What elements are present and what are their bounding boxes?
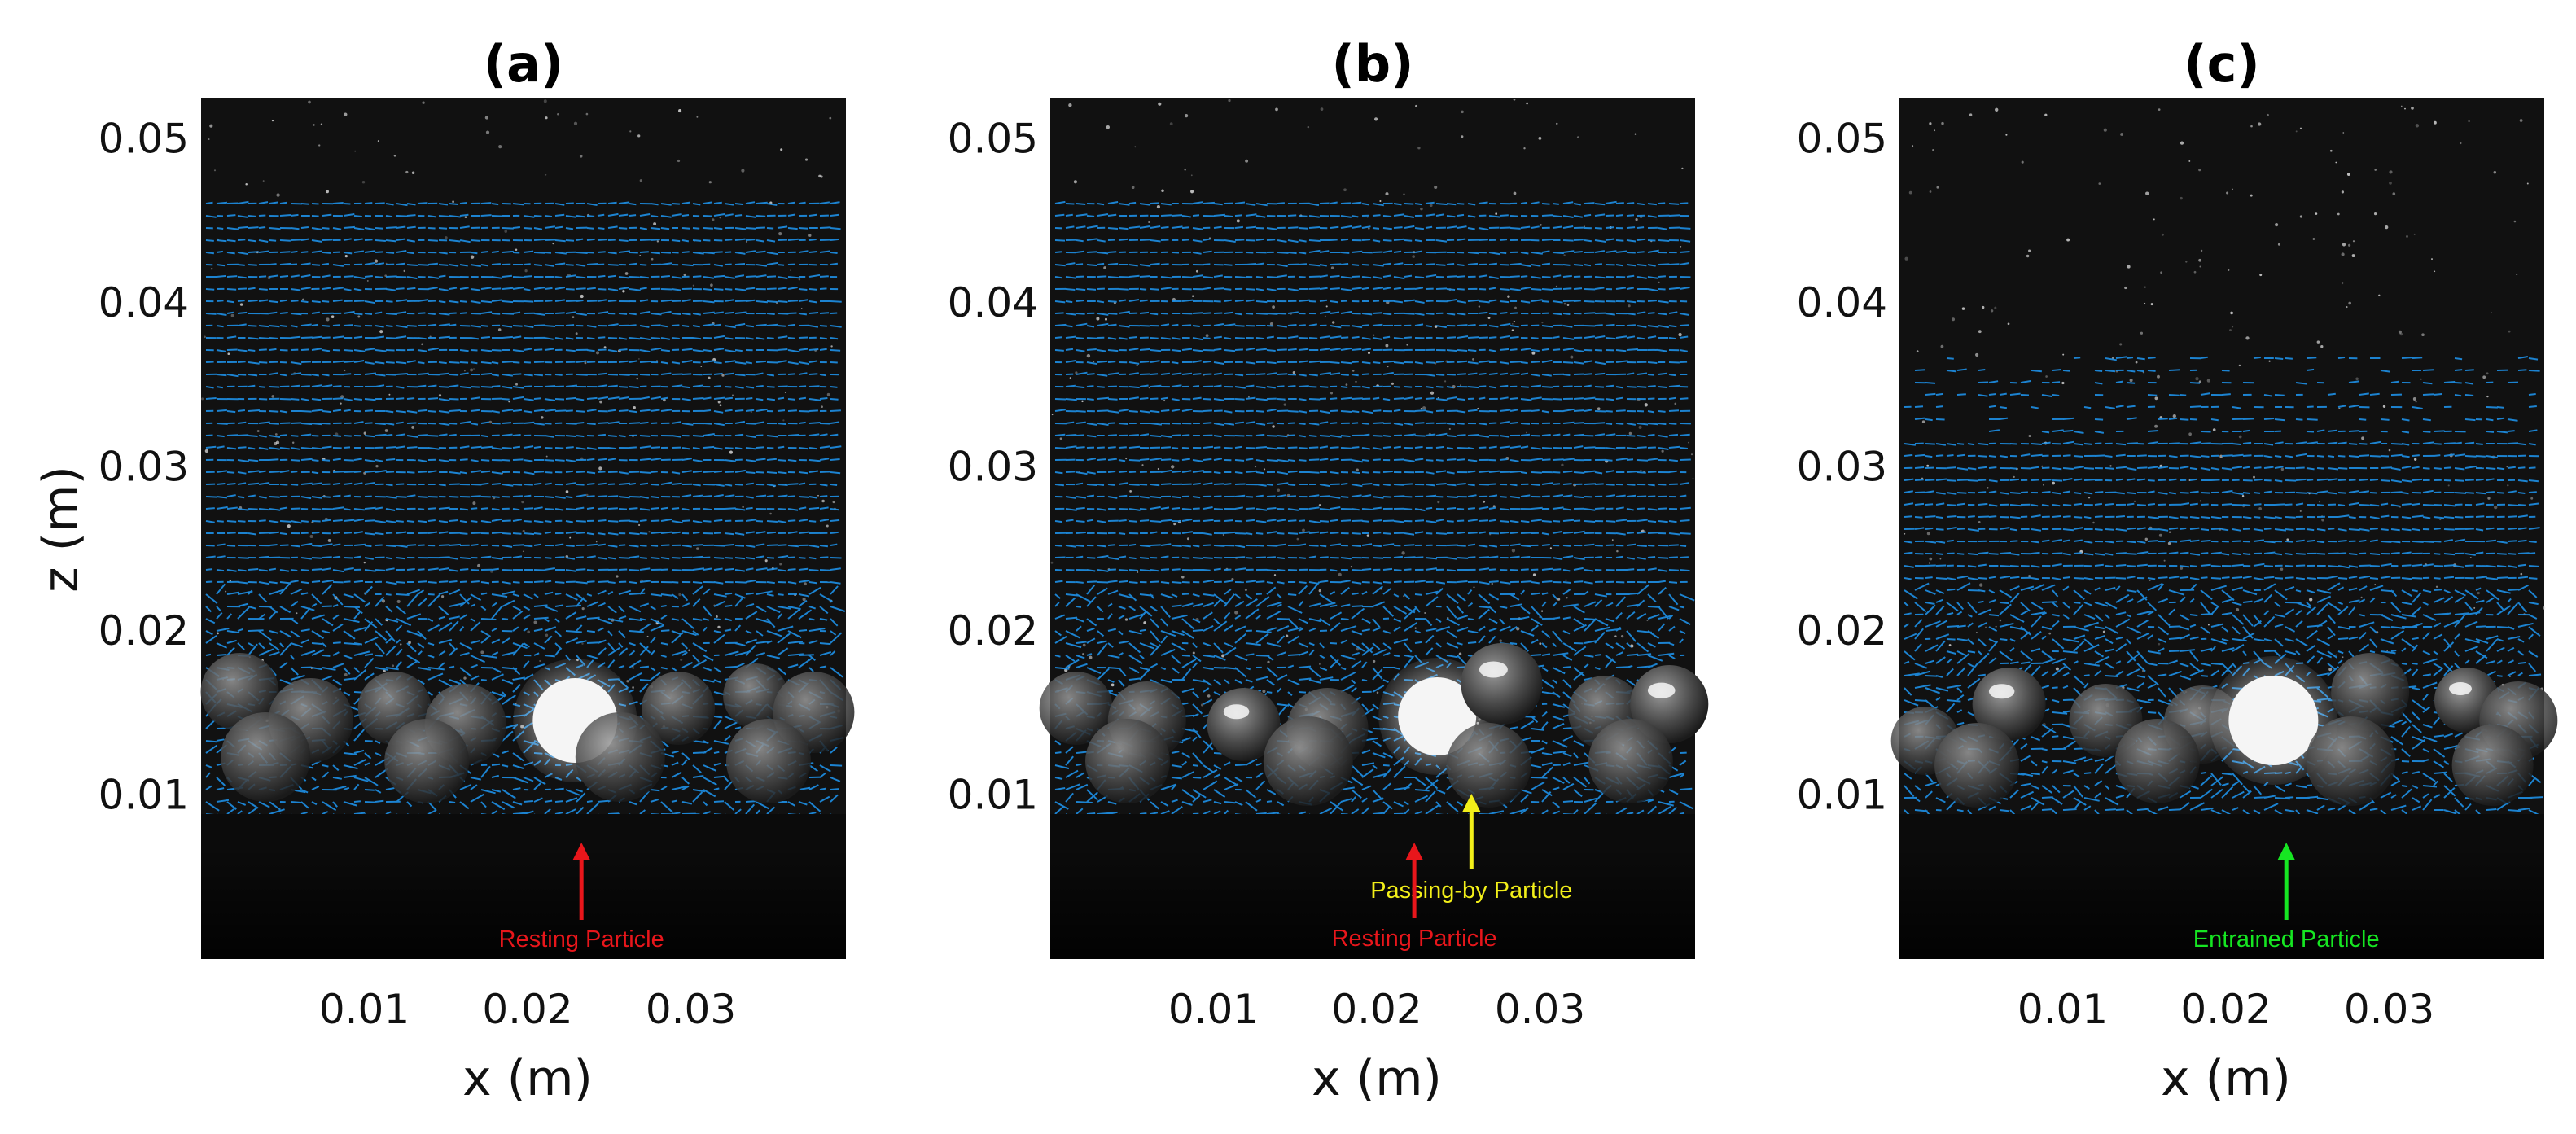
annotation-arrowhead	[2277, 843, 2296, 860]
annotation-arrowhead	[572, 843, 591, 860]
bright-particle	[2228, 676, 2319, 765]
x-tick-label: 0.01	[2017, 986, 2108, 1033]
bright-particle	[1398, 677, 1477, 755]
sediment-bed	[1890, 653, 2558, 959]
annotation-label: Resting Particle	[499, 926, 664, 952]
x-axis-label: x (m)	[462, 1050, 593, 1107]
y-tick-label: 0.01	[99, 771, 189, 818]
y-tick-label: 0.03	[99, 443, 189, 490]
y-tick-label: 0.02	[1797, 607, 1887, 655]
y-tick-label: 0.05	[99, 115, 189, 162]
sediment-bed	[200, 653, 855, 959]
panel-title: (c)	[2184, 34, 2259, 94]
annotation-arrowhead	[1462, 794, 1481, 812]
annotation: Entrained Particle	[2193, 843, 2380, 952]
x-tick-label: 0.03	[2344, 986, 2434, 1033]
y-tick-label: 0.05	[1797, 115, 1887, 162]
panel-a: (a) 0.01 0.02 0.03 0.04 0.05 0.01 0.02 0.03 x (m)…	[33, 34, 855, 1107]
y-tick-label: 0.03	[1797, 443, 1887, 490]
x-tick-label: 0.02	[482, 986, 572, 1033]
y-tick-label: 0.04	[1797, 279, 1887, 326]
y-tick-label: 0.03	[948, 443, 1038, 490]
sediment-bed	[1039, 643, 1709, 959]
y-tick-label: 0.01	[1797, 771, 1887, 818]
panel-title: (b)	[1331, 34, 1413, 94]
y-tick-label: 0.01	[948, 771, 1038, 818]
y-tick-label: 0.04	[99, 279, 189, 326]
annotation-label: Resting Particle	[1332, 926, 1497, 952]
annotation-label: Entrained Particle	[2193, 926, 2380, 952]
x-tick-label: 0.03	[646, 986, 736, 1033]
annotation-label: Passing-by Particle	[1370, 878, 1572, 904]
y-tick-label: 0.02	[948, 607, 1038, 655]
x-axis-label: x (m)	[2161, 1050, 2291, 1107]
panel-title: (a)	[484, 34, 564, 94]
x-tick-label: 0.01	[319, 986, 410, 1033]
x-tick-label: 0.02	[2180, 986, 2271, 1033]
x-tick-label: 0.03	[1495, 986, 1585, 1033]
y-axis-label: z (m)	[33, 466, 90, 593]
annotation: Passing-by Particle	[1370, 794, 1572, 904]
y-tick-label: 0.02	[99, 607, 189, 655]
x-axis-label: x (m)	[1312, 1050, 1442, 1107]
panel-b: (b) 0.01 0.02 0.03 0.04 0.05 0.01 0.02 0.03 x (m)…	[948, 34, 1709, 1107]
annotation: Resting Particle	[499, 843, 664, 952]
x-tick-label: 0.01	[1168, 986, 1259, 1033]
x-tick-label: 0.02	[1331, 986, 1422, 1033]
annotation: Resting Particle	[1332, 843, 1497, 952]
panel-c: (c) 0.01 0.02 0.03 0.04 0.05 0.01 0.02 0.03 x (m)…	[1797, 34, 2558, 1107]
y-tick-label: 0.05	[948, 115, 1038, 162]
annotation-arrowhead	[1405, 843, 1424, 860]
y-tick-label: 0.04	[948, 279, 1038, 326]
